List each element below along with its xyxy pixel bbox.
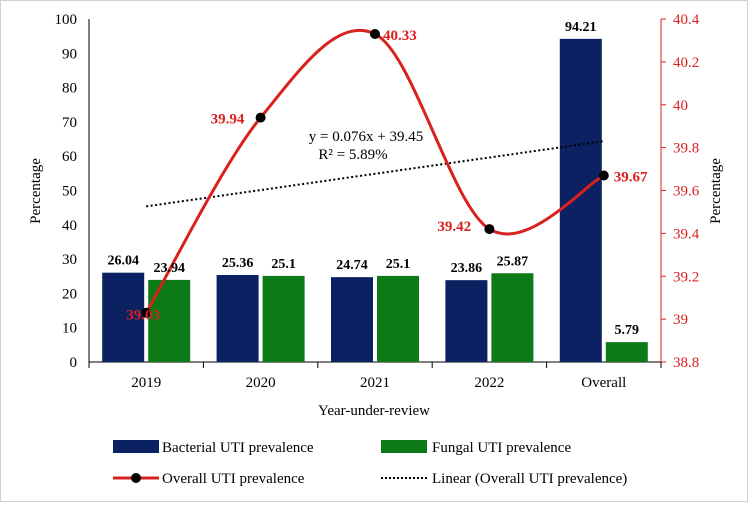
left-tick-label: 50 — [62, 184, 77, 200]
left-tick-label: 100 — [55, 12, 78, 28]
fungal-bar-2020 — [262, 275, 305, 362]
overall-prevalence-line — [144, 28, 605, 314]
overall-prevalence-marker — [484, 224, 495, 235]
left-tick-label: 20 — [62, 286, 77, 302]
fungal-bar-2021 — [377, 275, 419, 362]
trendline-group — [146, 140, 604, 208]
left-tick-label: 70 — [62, 115, 77, 131]
category-label: 2021 — [360, 375, 390, 391]
overall-prevalence-marker — [370, 29, 380, 40]
right-tick-label: 40.4 — [673, 12, 700, 28]
left-tick-labels: 0 10 20 30 40 50 60 70 80 90 100 — [55, 12, 78, 371]
legend-swatch-fungal — [381, 440, 427, 453]
fungal-value-label: 25.1 — [271, 257, 296, 272]
left-tick-label: 40 — [62, 218, 77, 234]
category-label: Overall — [581, 375, 626, 391]
right-tick-label: 39.4 — [673, 226, 700, 242]
legend-label-overall: Overall UTI prevalence — [162, 471, 305, 487]
category-label: 2019 — [131, 375, 161, 391]
fungal-bar-overall — [605, 342, 648, 362]
left-tick-label: 80 — [62, 81, 77, 97]
legend-swatch-bacterial — [113, 440, 159, 453]
bacterial-value-label: 26.04 — [107, 254, 139, 269]
legend-label-linear: Linear (Overall UTI prevalence) — [432, 471, 627, 487]
fungal-value-label: 5.79 — [615, 323, 640, 338]
left-tick-label: 30 — [62, 252, 77, 268]
y2-axis-title: Percentage — [708, 158, 724, 224]
linear-trendline — [146, 140, 604, 208]
trend-equation: y = 0.076x + 39.45 — [309, 129, 423, 145]
left-tick-label: 90 — [62, 46, 77, 62]
bacterial-value-label: 23.86 — [451, 261, 483, 276]
trend-r2: R² = 5.89% — [318, 147, 387, 163]
overall-value-label: 39.42 — [437, 219, 471, 235]
right-tick-label: 40.2 — [673, 55, 699, 71]
left-tick-label: 10 — [62, 321, 77, 337]
bar-series — [102, 38, 648, 362]
bacterial-bar-2022 — [445, 280, 488, 362]
overall-prevalence-marker — [598, 170, 609, 181]
bacterial-bar-overall — [559, 38, 602, 362]
right-tick-label: 38.8 — [673, 355, 699, 371]
fungal-value-label: 23.94 — [153, 261, 185, 276]
legend-label-bacterial: Bacterial UTI prevalence — [162, 440, 314, 456]
legend-label-fungal: Fungal UTI prevalence — [432, 440, 571, 456]
overall-value-label: 39.94 — [211, 112, 245, 128]
x-axis-title: Year-under-review — [318, 403, 430, 419]
data-labels: 26.04 25.36 24.74 23.86 94.21 23.94 25.1 25.1 25… — [107, 20, 648, 338]
right-tick-label: 39.6 — [673, 184, 700, 200]
category-label: 2022 — [474, 375, 504, 391]
bacterial-value-label: 94.21 — [565, 20, 597, 35]
bacterial-bar-2021 — [331, 277, 373, 362]
overall-prevalence-marker — [255, 112, 266, 123]
right-tick-label: 39.8 — [673, 141, 699, 157]
fungal-value-label: 25.1 — [386, 257, 411, 272]
line-series — [141, 28, 609, 318]
fungal-value-label: 25.87 — [497, 254, 529, 269]
category-label: 2020 — [246, 375, 276, 391]
right-tick-label: 39 — [673, 312, 688, 328]
bacterial-bar-2020 — [216, 275, 259, 362]
overall-value-label: 39.03 — [126, 308, 160, 324]
fungal-bar-2022 — [491, 273, 534, 362]
left-tick-label: 0 — [70, 355, 78, 371]
overall-prevalence-marker — [141, 307, 152, 318]
right-tick-labels: 38.8 39 39.2 39.4 39.6 39.8 40 40.2 40.4 — [661, 12, 700, 371]
y-axis-title: Percentage — [28, 158, 44, 224]
bacterial-value-label: 25.36 — [222, 256, 254, 271]
bacterial-value-label: 24.74 — [336, 258, 368, 273]
legend: Bacterial UTI prevalence Fungal UTI prev… — [113, 440, 627, 487]
overall-value-label: 40.33 — [383, 28, 417, 44]
category-labels: 2019 2020 2021 2022 Overall — [88, 362, 662, 391]
left-tick-label: 60 — [62, 149, 77, 165]
right-tick-label: 39.2 — [673, 269, 699, 285]
legend-swatch-overall-marker — [131, 473, 141, 483]
overall-value-label: 39.67 — [614, 169, 648, 185]
right-tick-label: 40 — [673, 98, 688, 114]
bacterial-bar-2019 — [102, 272, 145, 362]
